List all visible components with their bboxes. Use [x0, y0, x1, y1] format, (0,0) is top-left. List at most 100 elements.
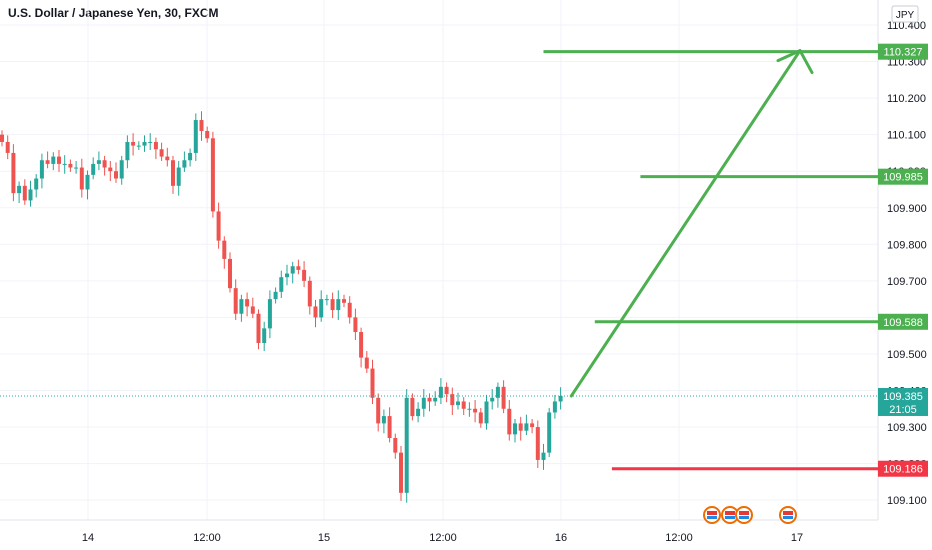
candle-body[interactable] — [324, 299, 329, 301]
candle-body[interactable] — [0, 134, 4, 142]
candle-body[interactable] — [262, 328, 267, 343]
candle-body[interactable] — [267, 299, 272, 329]
candle-body[interactable] — [473, 408, 478, 413]
candle-body[interactable] — [290, 266, 295, 274]
candle-body[interactable] — [524, 423, 529, 431]
candle-body[interactable] — [273, 291, 278, 300]
candle-body[interactable] — [182, 160, 187, 168]
candle-body[interactable] — [85, 174, 90, 190]
candle-body[interactable] — [5, 141, 10, 153]
candle-body[interactable] — [136, 145, 141, 147]
candle-body[interactable] — [370, 368, 375, 398]
candle-body[interactable] — [404, 397, 409, 493]
candle-body[interactable] — [399, 452, 403, 493]
candle-body[interactable] — [433, 397, 438, 402]
candle-body[interactable] — [148, 141, 153, 143]
candle-body[interactable] — [39, 160, 44, 179]
candle-body[interactable] — [427, 397, 432, 402]
candle-body[interactable] — [484, 401, 489, 424]
candle-body[interactable] — [296, 266, 301, 270]
candle-body[interactable] — [495, 386, 500, 398]
candle-body[interactable] — [108, 167, 113, 172]
candle-body[interactable] — [91, 163, 96, 175]
candle-body[interactable] — [233, 288, 238, 314]
candle-body[interactable] — [245, 299, 250, 307]
candle-body[interactable] — [530, 423, 535, 428]
candle-body[interactable] — [79, 167, 84, 190]
candle-body[interactable] — [119, 160, 124, 179]
candle-body[interactable] — [416, 408, 421, 417]
candle-body[interactable] — [393, 438, 398, 453]
candle-body[interactable] — [193, 120, 198, 153]
candle-body[interactable] — [142, 141, 147, 146]
candle-body[interactable] — [62, 163, 67, 165]
candle-body[interactable] — [176, 167, 181, 186]
candle-body[interactable] — [250, 306, 255, 314]
candle-body[interactable] — [336, 299, 341, 311]
candle-body[interactable] — [285, 273, 289, 278]
candle-body[interactable] — [478, 412, 483, 424]
candle-body[interactable] — [102, 160, 107, 168]
candle-body[interactable] — [450, 394, 455, 406]
candle-body[interactable] — [518, 423, 523, 431]
candle-body[interactable] — [302, 269, 307, 281]
candle-body[interactable] — [96, 160, 101, 164]
candle-body[interactable] — [364, 357, 369, 369]
candle-body[interactable] — [444, 386, 449, 395]
candle-body[interactable] — [199, 120, 204, 131]
candle-body[interactable] — [216, 211, 221, 241]
candle-body[interactable] — [17, 185, 22, 194]
candle-body[interactable] — [438, 386, 443, 398]
candle-body[interactable] — [210, 138, 215, 212]
candle-body[interactable] — [501, 386, 506, 409]
candle-body[interactable] — [28, 189, 33, 201]
candle-body[interactable] — [313, 306, 318, 318]
candle-body[interactable] — [205, 130, 210, 139]
candle-body[interactable] — [347, 302, 352, 318]
candle-body[interactable] — [507, 408, 512, 435]
candle-body[interactable] — [34, 178, 39, 190]
candle-body[interactable] — [279, 277, 284, 292]
candle-body[interactable] — [131, 141, 136, 146]
candle-body[interactable] — [376, 397, 381, 424]
candle-body[interactable] — [319, 299, 324, 318]
candle-body[interactable] — [114, 171, 118, 179]
candle-body[interactable] — [125, 141, 130, 161]
candle-body[interactable] — [153, 141, 158, 150]
currency-badge[interactable] — [891, 5, 919, 23]
candle-body[interactable] — [307, 280, 312, 307]
candle-body[interactable] — [421, 397, 426, 409]
candle-body[interactable] — [467, 408, 472, 410]
candle-body[interactable] — [461, 401, 466, 409]
candle-body[interactable] — [51, 156, 56, 164]
candle-body[interactable] — [74, 167, 79, 169]
candle-body[interactable] — [456, 401, 460, 406]
candle-body[interactable] — [342, 299, 346, 303]
candle-body[interactable] — [381, 416, 386, 424]
candle-body[interactable] — [11, 152, 16, 194]
candle-body[interactable] — [558, 395, 563, 402]
candle-body[interactable] — [45, 160, 50, 164]
candle-body[interactable] — [330, 299, 335, 311]
candle-body[interactable] — [171, 160, 175, 186]
candle-body[interactable] — [547, 412, 552, 453]
candle-body[interactable] — [535, 427, 540, 460]
candle-body[interactable] — [159, 149, 164, 157]
candle-body[interactable] — [541, 452, 546, 460]
candle-body[interactable] — [513, 423, 517, 435]
candle-body[interactable] — [239, 299, 244, 314]
candle-body[interactable] — [22, 185, 27, 201]
candle-body[interactable] — [410, 397, 415, 417]
candle-body[interactable] — [222, 240, 227, 259]
candle-body[interactable] — [387, 416, 392, 439]
projection-arrow[interactable] — [569, 49, 802, 398]
candle-body[interactable] — [353, 317, 358, 333]
candle-body[interactable] — [256, 313, 261, 343]
candle-body[interactable] — [228, 258, 232, 289]
candle-body[interactable] — [165, 156, 170, 161]
candle-body[interactable] — [552, 401, 557, 413]
candle-body[interactable] — [359, 332, 364, 358]
candle-body[interactable] — [188, 152, 193, 161]
candle-body[interactable] — [68, 163, 73, 168]
